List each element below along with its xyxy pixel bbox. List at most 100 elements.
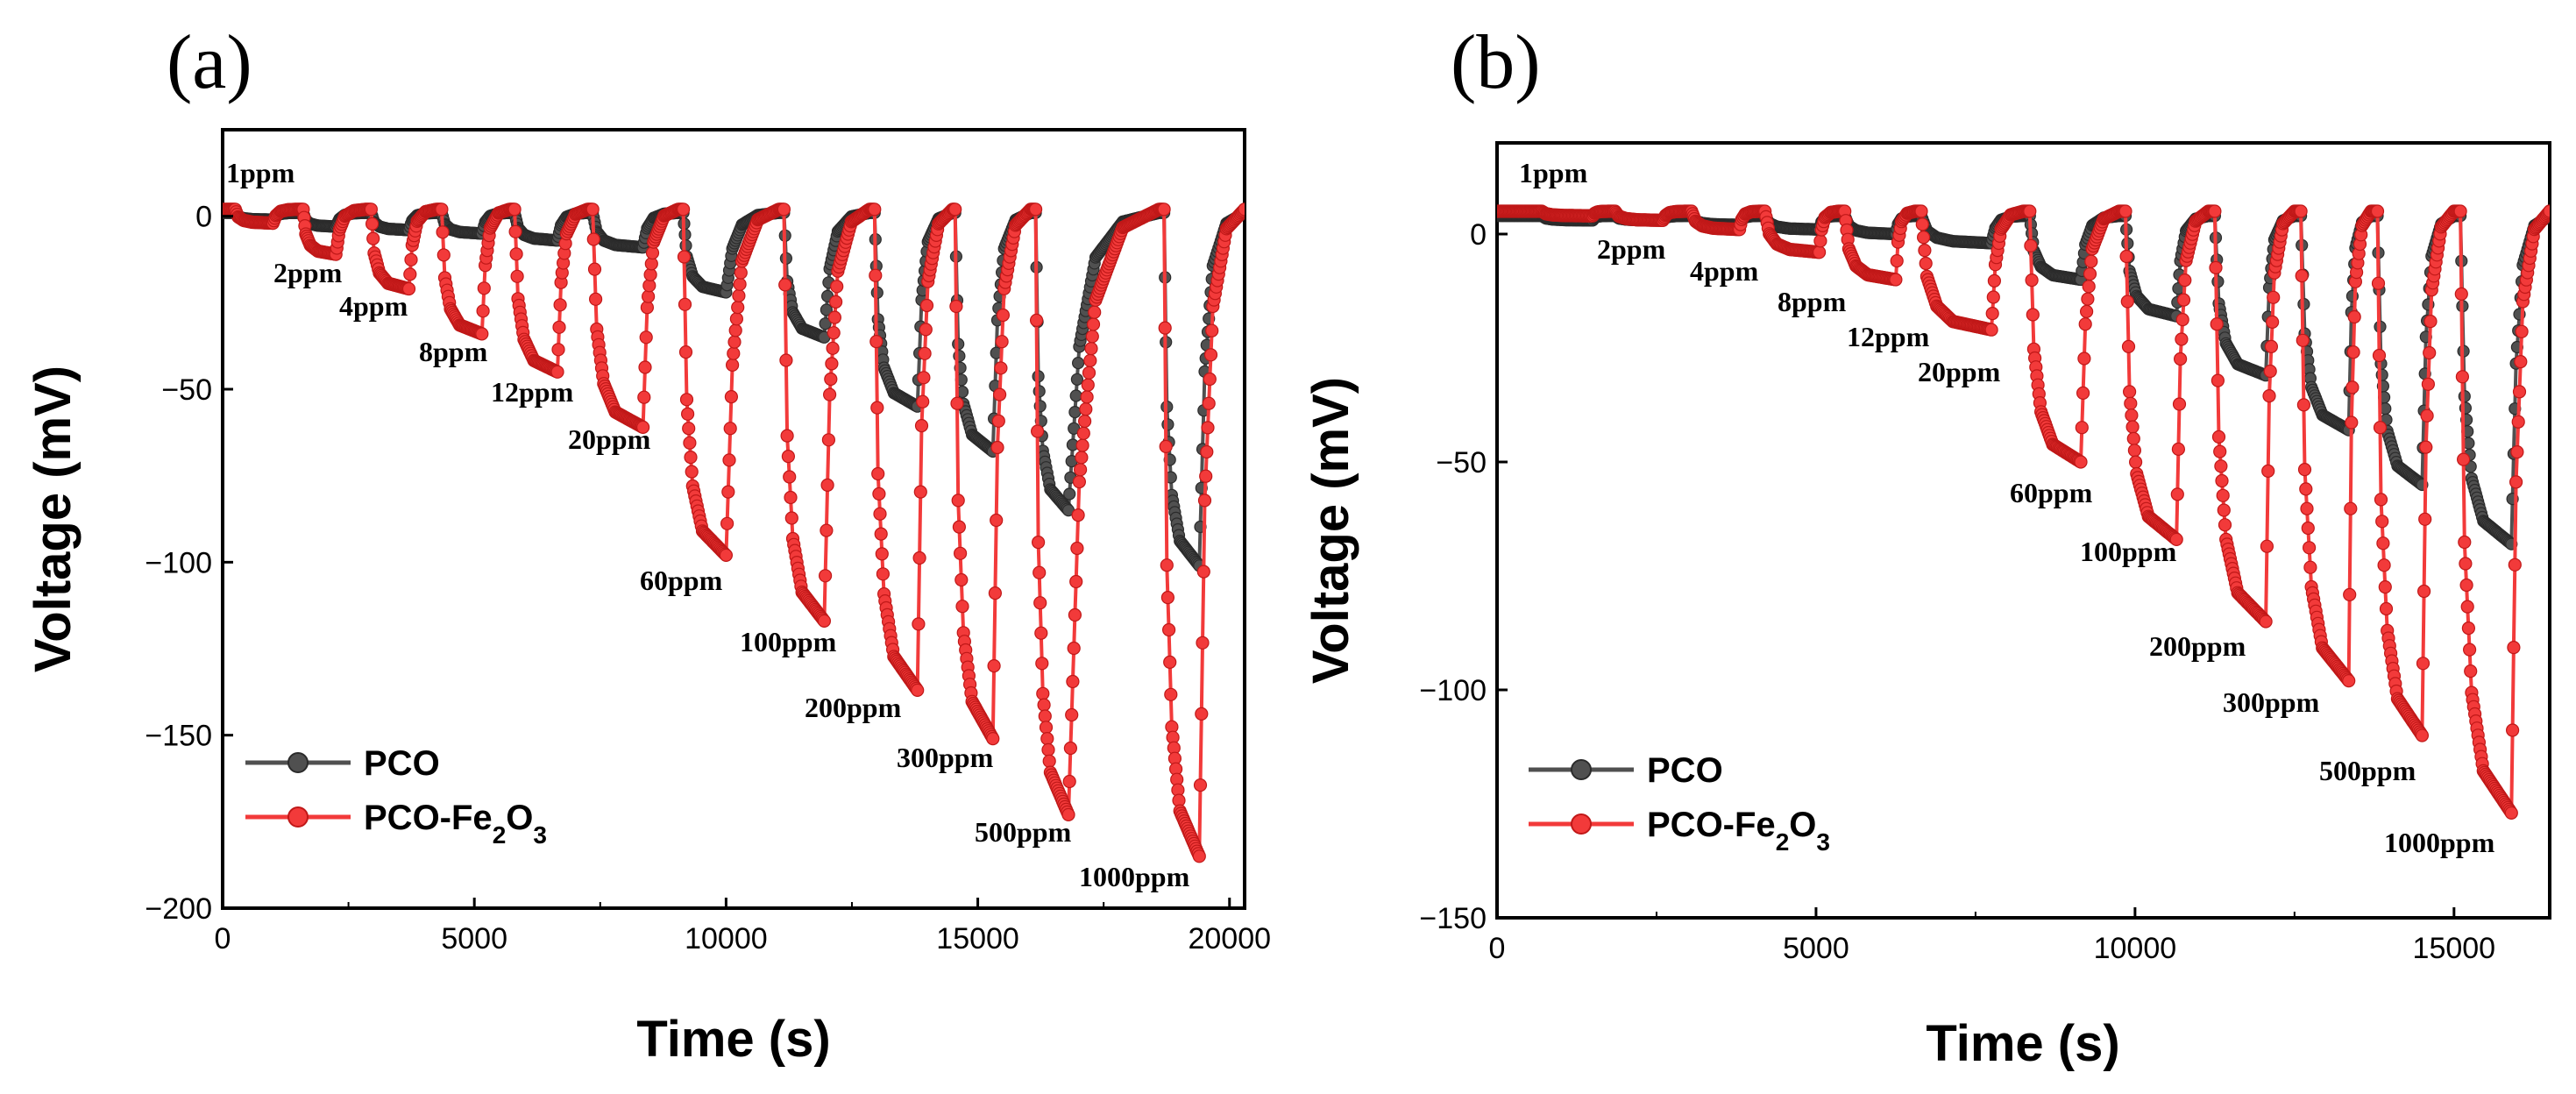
data-point: [1160, 558, 1174, 572]
data-point: [777, 202, 791, 217]
data-point: [2378, 579, 2392, 594]
data-point: [1034, 626, 1048, 640]
data-point: [1915, 217, 1929, 231]
data-point: [1065, 707, 1079, 722]
data-point: [951, 494, 965, 508]
data-point: [820, 478, 834, 493]
concentration-label: 200ppm: [2149, 630, 2246, 662]
data-point: [2211, 430, 2226, 444]
data-point: [949, 299, 963, 314]
data-point: [435, 202, 449, 217]
data-point: [2121, 339, 2136, 353]
data-point: [724, 390, 739, 404]
data-point: [1196, 565, 1210, 579]
data-point: [729, 312, 744, 326]
data-point: [722, 453, 736, 467]
data-point: [2415, 728, 2429, 742]
data-point: [828, 295, 843, 309]
data-point: [1203, 348, 1218, 362]
y-tick-label: 0: [195, 201, 212, 234]
concentration-label: 8ppm: [419, 336, 488, 367]
data-point: [2210, 317, 2224, 331]
data-point: [2514, 355, 2528, 369]
concentration-label: 12ppm: [491, 376, 574, 408]
data-point: [987, 658, 1001, 673]
legend-marker: [1571, 759, 1592, 780]
data-point: [643, 267, 657, 281]
data-point: [2459, 578, 2473, 593]
data-point: [820, 523, 834, 537]
data-point: [2421, 377, 2435, 391]
data-point: [2346, 345, 2360, 359]
data-point: [2126, 431, 2140, 445]
concentration-label: 60ppm: [640, 565, 723, 596]
data-point: [1033, 596, 1047, 610]
data-point: [819, 317, 832, 330]
data-point: [2509, 475, 2523, 489]
data-point: [1197, 494, 1212, 508]
data-point: [2211, 275, 2225, 288]
data-point: [952, 520, 967, 534]
data-point: [475, 327, 489, 341]
data-point: [919, 323, 933, 337]
data-point: [2213, 444, 2227, 458]
data-point: [2303, 560, 2317, 574]
data-point: [2543, 204, 2550, 218]
data-point: [2342, 673, 2356, 688]
data-point: [913, 485, 927, 499]
data-point: [401, 281, 416, 296]
panel-b-label: (b): [1451, 20, 1541, 105]
concentration-label: 1ppm: [1519, 157, 1588, 188]
data-point: [2458, 390, 2471, 403]
data-point: [781, 449, 796, 464]
data-point: [1199, 469, 1213, 483]
concentration-label: 1ppm: [226, 157, 295, 188]
data-point: [2125, 408, 2139, 423]
data-point: [721, 485, 735, 499]
data-point: [822, 387, 837, 401]
panel-a-y-axis-title: Voltage (mV): [25, 366, 82, 672]
data-point: [679, 239, 692, 252]
data-point: [2175, 332, 2189, 346]
data-point: [2507, 640, 2521, 655]
concentration-label: 500ppm: [975, 816, 1072, 848]
data-point: [1071, 508, 1085, 522]
concentration-label: 100ppm: [2080, 536, 2177, 567]
data-point: [2417, 584, 2431, 599]
panel-a-legend: PCO PCO-Fe2O3: [245, 744, 547, 849]
data-point: [552, 320, 566, 334]
data-point: [2215, 473, 2229, 488]
concentration-label: 1000ppm: [2384, 827, 2495, 858]
data-point: [778, 278, 792, 292]
data-point: [2294, 204, 2308, 218]
data-point: [784, 511, 798, 525]
y-tick-label: −50: [161, 373, 212, 407]
data-point: [2129, 455, 2143, 469]
data-point: [954, 572, 969, 587]
data-point: [1238, 202, 1245, 217]
legend-marker: [287, 752, 309, 773]
data-point: [2211, 373, 2225, 387]
data-point: [1160, 590, 1175, 605]
data-point: [918, 346, 932, 360]
data-point: [2376, 536, 2390, 551]
data-point: [2296, 333, 2310, 347]
series-group: [223, 202, 1245, 863]
data-point: [676, 202, 691, 217]
data-point: [2171, 442, 2185, 457]
data-point: [1039, 721, 1054, 735]
data-point: [2081, 292, 2095, 306]
panel-a-ticks: 0 5000 10000 15000 20000 0 −50 −100 −150 −200: [145, 201, 1271, 955]
series-markers-pco-fe2o3: [223, 202, 1245, 863]
data-point: [820, 303, 834, 316]
data-point: [873, 507, 887, 521]
data-point: [1088, 305, 1102, 319]
data-point: [550, 365, 564, 379]
data-point: [1161, 418, 1174, 431]
data-point: [2423, 315, 2438, 329]
data-point: [723, 422, 737, 436]
data-point: [1917, 231, 1931, 245]
data-point: [507, 202, 522, 217]
data-point: [638, 360, 652, 374]
data-point: [1083, 353, 1097, 367]
